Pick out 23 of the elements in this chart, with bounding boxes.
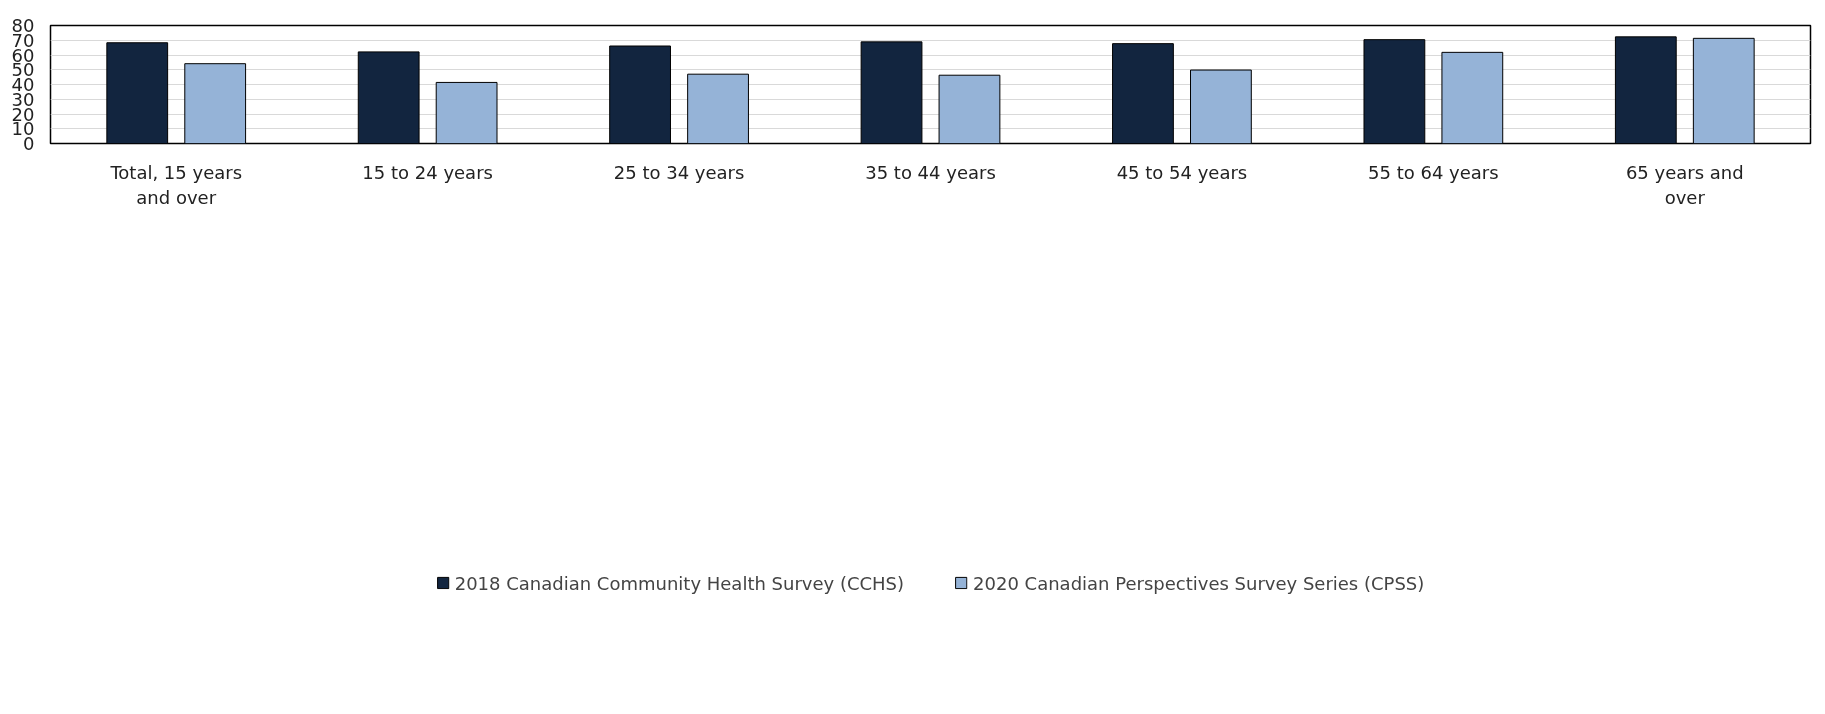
legend-label: 2018 Canadian Community Health Survey (CCHS) [454, 572, 905, 594]
bar [106, 42, 169, 144]
bar [1441, 51, 1504, 144]
bar [938, 74, 1001, 144]
bar [184, 63, 247, 144]
bar [1614, 36, 1677, 144]
x-tick-label: 45 to 54 years [1116, 161, 1248, 183]
x-tick-label: 25 to 34 years [613, 161, 745, 183]
x-tick-label: 55 to 64 years [1368, 161, 1499, 183]
bar [860, 41, 923, 144]
bar [1692, 37, 1755, 144]
bar [1363, 39, 1426, 144]
bar [687, 73, 749, 144]
x-tick-label: 15 to 24 years [362, 161, 493, 183]
x-tick-label: Total, 15 years and over [109, 161, 243, 208]
x-tick-label: 65 years and over [1625, 161, 1744, 208]
bar [1112, 43, 1174, 144]
x-tick-label: 35 to 44 years [865, 161, 996, 183]
bar [435, 81, 498, 144]
bar [357, 51, 420, 144]
bar [1190, 69, 1252, 144]
bar [609, 45, 671, 144]
legend-label: 2020 Canadian Perspectives Survey Series (CPSS) [973, 572, 1425, 594]
